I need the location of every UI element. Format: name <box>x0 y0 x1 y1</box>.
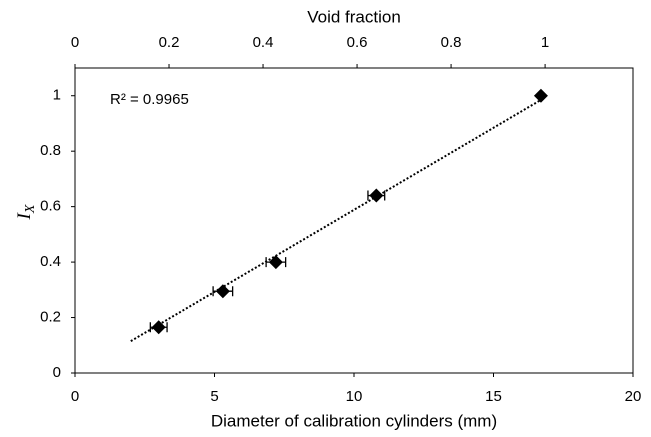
x2-tick-label: 0.6 <box>347 34 368 51</box>
point <box>215 284 230 299</box>
point <box>151 320 166 335</box>
point <box>533 88 548 103</box>
x2-tick-label: 0 <box>71 34 79 51</box>
y-tick-label: 0 <box>53 364 61 381</box>
y-tick-label: 0.6 <box>40 198 61 215</box>
y-axis-title-main: I <box>14 211 35 220</box>
x-tick-label: 15 <box>485 388 502 405</box>
x2-tick-label: 0.4 <box>253 34 274 51</box>
x2-tick-label: 0.8 <box>441 34 462 51</box>
x2-tick-label: 0.2 <box>159 34 180 51</box>
point <box>268 255 283 270</box>
annotation: R² = 0.9965 <box>110 91 189 108</box>
trendline <box>130 99 542 342</box>
x2-axis-title: Void fraction <box>307 7 401 26</box>
y-axis-title-sub: X <box>23 204 38 214</box>
x-tick-label: 10 <box>346 388 363 405</box>
x-axis-title: Diameter of calibration cylinders (mm) <box>211 411 497 430</box>
x-tick-label: 5 <box>210 388 218 405</box>
point <box>369 188 384 203</box>
x-tick-label: 20 <box>625 388 642 405</box>
y-axis-title: IX <box>14 204 38 220</box>
x2-tick-label: 1 <box>541 34 549 51</box>
y-tick-label: 0.4 <box>40 253 61 270</box>
y-tick-label: 0.8 <box>40 142 61 159</box>
y-tick-label: 1 <box>53 87 61 104</box>
x-tick-label: 0 <box>71 388 79 405</box>
y-tick-label: 0.2 <box>40 309 61 326</box>
